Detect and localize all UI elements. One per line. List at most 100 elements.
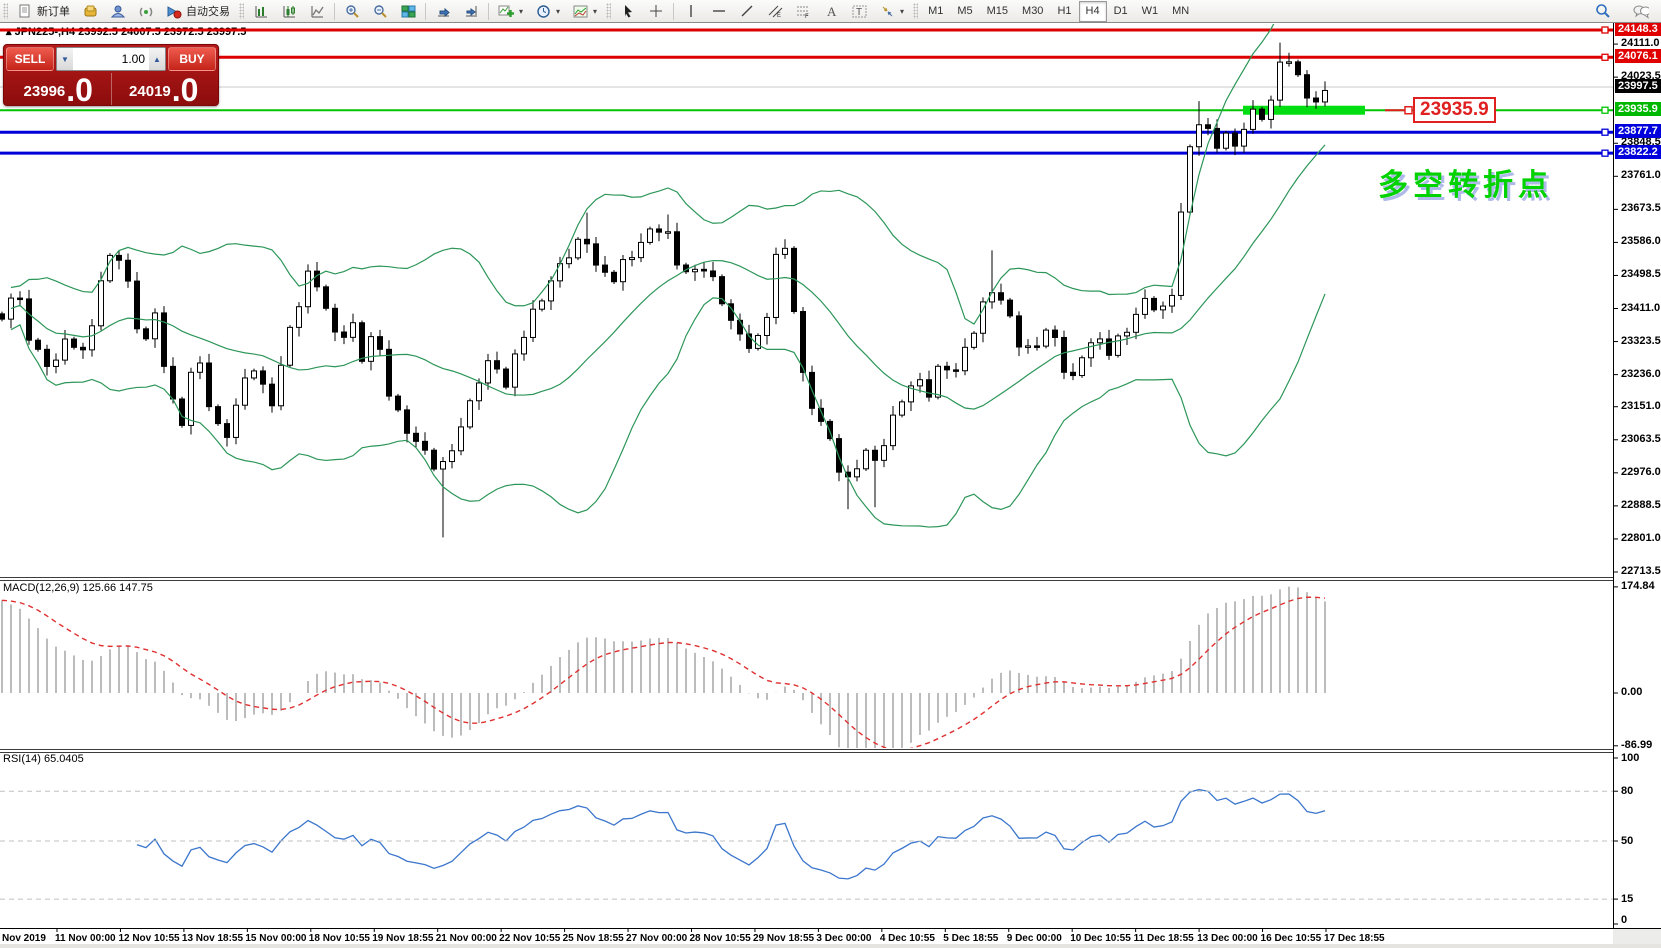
tile-windows-button[interactable] xyxy=(394,0,422,22)
macd-label: MACD(12,26,9) 125.66 147.75 xyxy=(3,582,153,594)
rsi-panel-divider[interactable] xyxy=(0,749,1613,753)
search-button[interactable] xyxy=(1589,0,1617,22)
price-axis-label: 23673.5 xyxy=(1621,202,1661,215)
signal-button[interactable] xyxy=(132,0,160,22)
horizontal-line-icon xyxy=(711,3,727,19)
periods-caret-icon: ▾ xyxy=(556,6,561,16)
candle-chart-button[interactable] xyxy=(275,0,303,22)
label-button[interactable]: T xyxy=(845,0,873,22)
fibonacci-button[interactable]: F xyxy=(789,0,817,22)
timeframe-button-m5[interactable]: M5 xyxy=(957,5,973,17)
time-axis-label: Nov 2019 xyxy=(2,933,46,944)
timeframe-button-h4[interactable]: H4 xyxy=(1078,0,1107,22)
periods-button[interactable]: ▾ xyxy=(529,0,566,22)
profile-button[interactable] xyxy=(104,0,132,22)
buy-price[interactable]: 24019 .0 xyxy=(112,72,217,108)
time-axis-label: 22 Nov 10:55 xyxy=(499,933,561,944)
price-axis-line-label: 23997.5 xyxy=(1615,78,1661,93)
macd-axis-label: -86.99 xyxy=(1621,738,1653,751)
text-icon: A xyxy=(823,3,839,19)
arrows-icon xyxy=(879,3,895,19)
equidistant-channel-button[interactable]: E xyxy=(761,0,789,22)
rsi-axis-label: 0 xyxy=(1621,914,1628,926)
indicators-button[interactable]: ▾ xyxy=(492,0,529,22)
cursor-button[interactable] xyxy=(614,0,642,22)
autoscroll-button[interactable] xyxy=(429,0,457,22)
price-axis-label: 22713.5 xyxy=(1621,564,1661,577)
timeframe-button-h1[interactable]: H1 xyxy=(1057,5,1072,17)
bar-chart-button[interactable] xyxy=(247,0,275,22)
chart-window[interactable]: ▴ JPN225-,H4 23992.5 24007.5 23972.5 239… xyxy=(0,22,1661,948)
main-toolbar: 新订单 自动交易 xyxy=(0,0,1661,23)
timeframe-button-d1[interactable]: D1 xyxy=(1113,5,1128,17)
rsi-axis-label: 100 xyxy=(1621,752,1640,764)
fibonacci-icon: F xyxy=(795,3,811,19)
periods-clock-icon xyxy=(535,3,551,19)
horizontal-line-price-label[interactable]: 23935.9 xyxy=(1413,97,1496,124)
buy-price-fraction: .0 xyxy=(171,72,199,108)
chat-icon xyxy=(1633,3,1649,19)
rsi-axis-label: 50 xyxy=(1621,835,1634,847)
toolbar-grip[interactable] xyxy=(239,3,244,19)
indicators-add-icon xyxy=(498,3,514,19)
price-axis-label: 22976.0 xyxy=(1621,465,1661,478)
zoom-out-button[interactable] xyxy=(366,0,394,22)
chart-canvas[interactable] xyxy=(0,22,1661,948)
volume-decrease-button[interactable]: ▼ xyxy=(57,48,73,70)
templates-button[interactable]: ▾ xyxy=(566,0,603,22)
buy-button[interactable]: BUY xyxy=(168,47,216,71)
toolbar-grip[interactable] xyxy=(3,3,8,19)
trendline-button[interactable] xyxy=(733,0,761,22)
metaeditor-button[interactable] xyxy=(76,0,104,22)
text-button[interactable]: A xyxy=(817,0,845,22)
search-icon xyxy=(1595,3,1611,19)
timeframe-button-m15[interactable]: M15 xyxy=(986,5,1009,17)
zoom-in-icon xyxy=(344,3,360,19)
chat-button[interactable] xyxy=(1627,0,1655,22)
bottom-right-corner xyxy=(1613,929,1661,948)
arrows-caret-icon: ▾ xyxy=(900,6,905,16)
autoscroll-icon xyxy=(435,3,451,19)
indicators-caret-icon: ▾ xyxy=(519,6,524,16)
autotrade-button[interactable]: 自动交易 xyxy=(160,0,236,22)
arrows-button[interactable]: ▾ xyxy=(873,0,910,22)
chart-shift-button[interactable] xyxy=(457,0,485,22)
timeframe-button-w1[interactable]: W1 xyxy=(1141,5,1159,17)
trendline-icon xyxy=(739,3,755,19)
time-axis-label: 27 Nov 00:00 xyxy=(626,933,688,944)
toolbar-grip[interactable] xyxy=(913,3,919,19)
sell-button[interactable]: SELL xyxy=(6,47,54,71)
price-axis-label: 23411.0 xyxy=(1621,301,1661,314)
price-axis-label: 23498.5 xyxy=(1621,268,1661,281)
new-order-icon xyxy=(17,3,33,19)
time-axis-label: 13 Nov 18:55 xyxy=(181,933,244,944)
vline-button[interactable] xyxy=(677,0,705,22)
timeframe-button-mn[interactable]: MN xyxy=(1172,5,1190,17)
price-axis-label: 22801.0 xyxy=(1621,531,1661,544)
price-axis-label: 23761.0 xyxy=(1621,169,1661,182)
toolbar-grip[interactable] xyxy=(606,3,612,19)
zoom-in-button[interactable] xyxy=(338,0,366,22)
rsi-axis-label: 80 xyxy=(1621,785,1634,798)
new-order-label: 新订单 xyxy=(37,6,70,18)
timeframe-button-m1[interactable]: M1 xyxy=(928,5,944,17)
new-order-button[interactable]: 新订单 xyxy=(11,0,76,22)
candle-chart-icon xyxy=(281,3,297,19)
price-axis-line-label: 23877.7 xyxy=(1615,124,1661,139)
tile-windows-icon xyxy=(400,3,416,19)
volume-input[interactable] xyxy=(73,48,149,70)
price-axis-label: 22888.5 xyxy=(1621,498,1661,511)
timeframe-button-m30[interactable]: M30 xyxy=(1022,5,1044,17)
time-axis-label: 5 Dec 18:55 xyxy=(943,933,999,944)
time-axis-label: 21 Nov 00:00 xyxy=(435,933,497,944)
line-chart-button[interactable] xyxy=(303,0,331,22)
time-axis-label: 3 Dec 00:00 xyxy=(816,933,872,944)
crosshair-button[interactable] xyxy=(642,0,670,22)
volume-increase-button[interactable]: ▲ xyxy=(149,48,165,70)
chart-annotation-text[interactable]: 多空转折点 xyxy=(1378,169,1553,202)
hline-button[interactable] xyxy=(705,0,733,22)
signal-icon xyxy=(138,3,154,19)
sell-price[interactable]: 23996 .0 xyxy=(6,73,112,106)
macd-panel-divider[interactable] xyxy=(0,577,1613,581)
